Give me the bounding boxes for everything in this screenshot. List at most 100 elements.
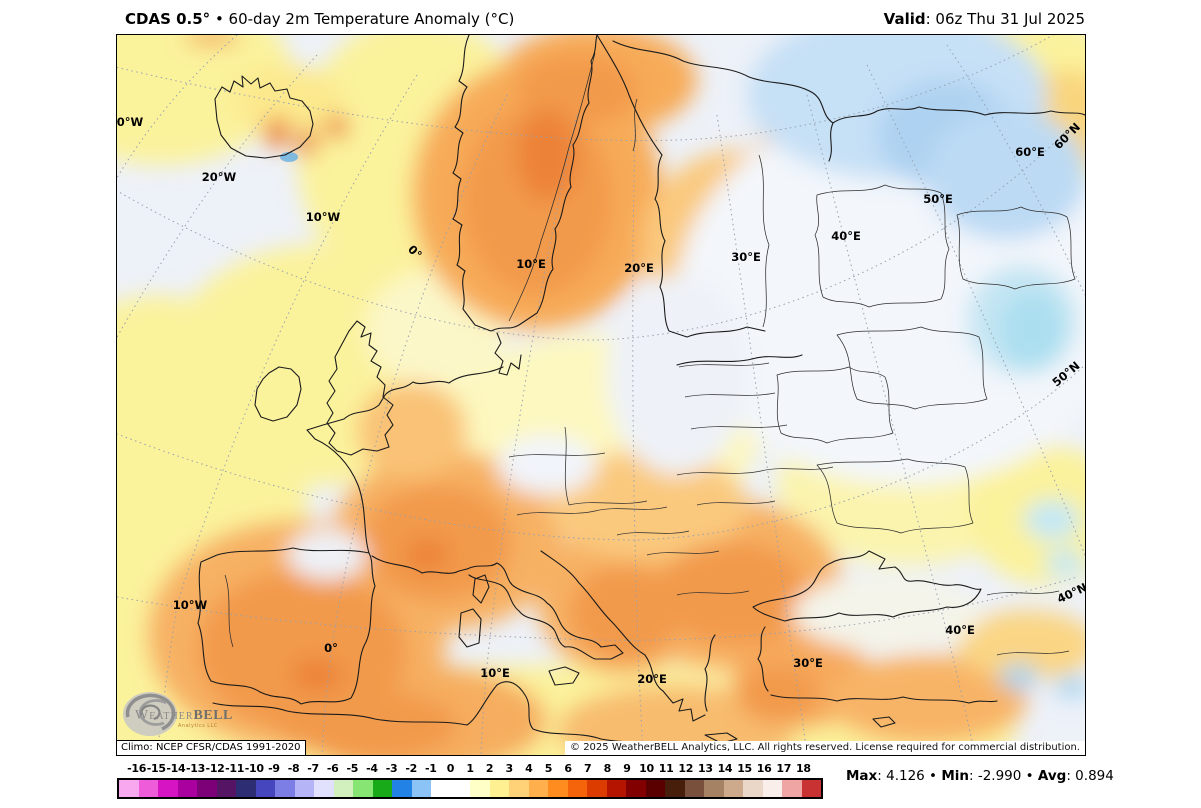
colorbar-tick: 17 <box>776 762 792 775</box>
model-name: CDAS 0.5° <box>125 10 211 28</box>
colorbar-cell <box>801 780 821 797</box>
weatherbell-logo: WeatherBELL Analytics LLC <box>120 687 240 745</box>
colorbar-tick: 11 <box>658 762 674 775</box>
colorbar-tick: -6 <box>326 762 339 775</box>
colorbar-tick: 18 <box>796 762 811 775</box>
grid-label: 10°W <box>305 210 341 224</box>
colorbar-cell <box>587 780 607 797</box>
colorbar-tick: 7 <box>583 762 592 775</box>
grid-label: 20°E <box>637 672 667 686</box>
logo-bell: BELL <box>193 708 233 723</box>
min-label: Min <box>941 768 969 784</box>
colorbar-cell <box>782 780 802 797</box>
colorbar-tick: 12 <box>678 762 694 775</box>
grid-label: 10°W <box>172 598 208 612</box>
coastlines <box>197 35 1085 754</box>
colorbar-cell <box>470 780 490 797</box>
grid-label: 30°E <box>793 656 823 670</box>
colorbar-tick: -13 <box>185 762 205 775</box>
grid-label: 20°E <box>624 261 654 275</box>
colorbar-tick: -12 <box>205 762 225 775</box>
colorbar-tick: -7 <box>307 762 319 775</box>
colorbar-tick: 1 <box>466 762 474 775</box>
grid-label: 0° <box>324 641 338 655</box>
max-value: : 4.126 • <box>877 768 942 784</box>
colorbar-tick: -10 <box>244 762 264 775</box>
colorbar-tick: 2 <box>485 762 494 775</box>
colorbar-tick: 14 <box>717 762 733 775</box>
colorbar-tick: 3 <box>505 762 514 775</box>
colorbar-tick: 5 <box>544 762 553 775</box>
grid-label: 30°E <box>731 250 761 264</box>
colorbar-cell <box>684 780 704 797</box>
copyright-note: © 2025 WeatherBELL Analytics, LLC. All r… <box>565 741 1085 755</box>
colorbar-cell <box>216 780 236 797</box>
colorbar-tick: -9 <box>268 762 280 775</box>
colorbar-cell <box>450 780 470 797</box>
colorbar-tick: 13 <box>697 762 713 775</box>
colorbar-cell <box>197 780 217 797</box>
colorbar-cell <box>138 780 158 797</box>
grid-label: 40°E <box>945 623 975 637</box>
map-canvas: 0°W 20°W 10°W 0° 10°E 20°E 30°E 40°E 50°E 60°E 60°… <box>116 34 1086 756</box>
colorbar-cell <box>509 780 529 797</box>
grid-label: 10°E <box>480 666 510 680</box>
colorbar-cell <box>762 780 782 797</box>
colorbar-cell <box>567 780 587 797</box>
colorbar-tick: -5 <box>346 762 359 775</box>
colorbar-cell <box>431 780 451 797</box>
min-value: : -2.990 • <box>969 768 1038 784</box>
colorbar-cell <box>294 780 314 797</box>
colorbar-tick: 9 <box>623 762 631 775</box>
grid-label: 10°E <box>516 257 546 271</box>
colorbar-cell <box>236 780 256 797</box>
country-borders <box>224 52 1076 656</box>
colorbar-cell <box>411 780 431 797</box>
colorbar-cell <box>704 780 724 797</box>
grid-label: 50°E <box>923 192 953 206</box>
grid-label: 0°W <box>116 115 144 129</box>
colorbar-cell <box>255 780 275 797</box>
climo-note: Climo: NCEP CFSR/CDAS 1991-2020 <box>117 740 306 755</box>
colorbar-cell <box>489 780 509 797</box>
colorbar-tick: 6 <box>564 762 572 775</box>
grid-label: 60°E <box>1015 145 1045 159</box>
swirl-icon <box>123 692 177 736</box>
colorbar-cell <box>392 780 412 797</box>
colorbar-cell <box>723 780 743 797</box>
graticule <box>117 35 1085 755</box>
colorbar-cell <box>333 780 353 797</box>
colorbar-tick: 8 <box>603 762 612 775</box>
iceland-cold-spot <box>280 152 298 162</box>
colorbar-cell <box>158 780 178 797</box>
colorbar-cell <box>665 780 685 797</box>
colorbar-cell <box>606 780 626 797</box>
colorbar-cell <box>743 780 763 797</box>
colorbar-cell <box>528 780 548 797</box>
colorbar-tick: -8 <box>287 762 300 775</box>
colorbar-cell <box>119 780 139 797</box>
valid-label: Valid <box>883 10 926 28</box>
valid-value: : 06z Thu 31 Jul 2025 <box>925 10 1085 28</box>
colorbar-tick: -1 <box>424 762 437 775</box>
colorbar-cell <box>548 780 568 797</box>
colorbar-tick: 10 <box>639 762 654 775</box>
valid-time: Valid: 06z Thu 31 Jul 2025 <box>884 10 1085 28</box>
colorbar-tick: -15 <box>146 762 166 775</box>
colorbar-tick: 15 <box>737 762 752 775</box>
colorbar-cell <box>353 780 373 797</box>
colorbar-tick: -14 <box>166 762 186 775</box>
colorbar-cell <box>645 780 665 797</box>
avg-label: Avg <box>1037 768 1067 784</box>
grid-label: 40°E <box>831 229 861 243</box>
title-text: • 60-day 2m Temperature Anomaly (°C) <box>210 10 515 28</box>
colorbar-cell <box>314 780 334 797</box>
colorbar-tick: -2 <box>405 762 417 775</box>
colorbar-cell <box>372 780 392 797</box>
field-stats: Max: 4.126 • Min: -2.990 • Avg: 0.894 <box>846 768 1114 784</box>
logo-subtext: Analytics LLC <box>178 723 218 729</box>
colorbar-tick: 16 <box>756 762 772 775</box>
max-label: Max <box>846 768 878 784</box>
anomaly-field <box>117 35 1085 755</box>
